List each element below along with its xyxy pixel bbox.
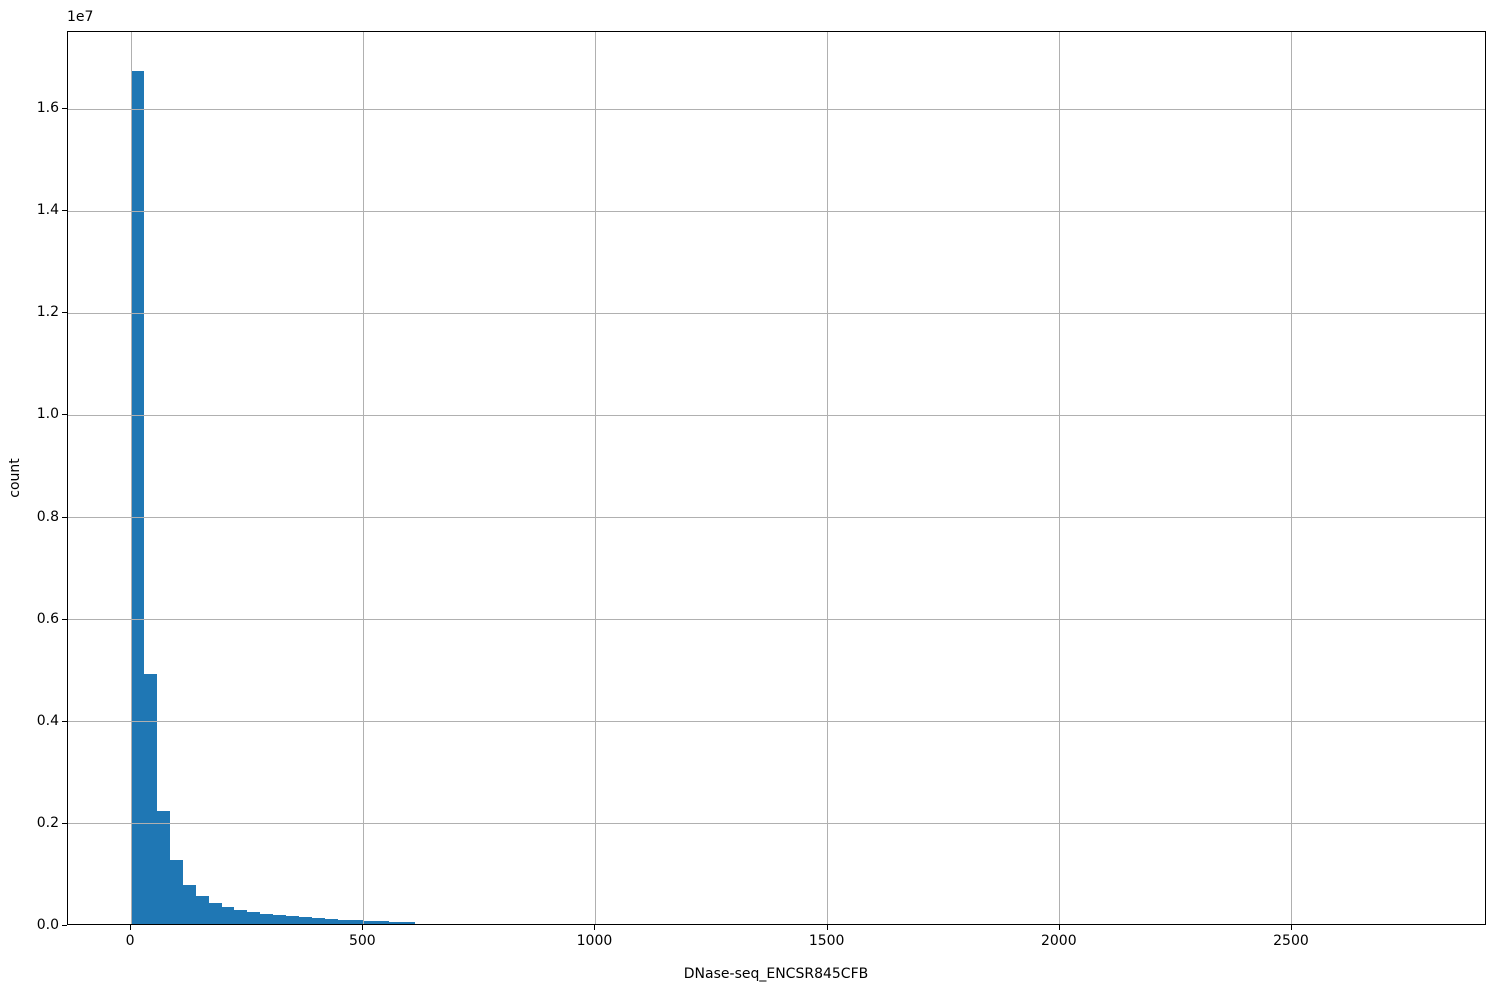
y-tick-label: 0.4 xyxy=(36,712,59,729)
histogram-bar xyxy=(376,921,390,924)
histogram-bar xyxy=(402,922,416,924)
y-tick-mark xyxy=(62,516,67,518)
x-gridline xyxy=(362,32,364,924)
histogram-bar xyxy=(208,903,222,924)
y-tick-label: 0.0 xyxy=(36,917,59,933)
x-tick-label: 1500 xyxy=(808,933,845,949)
y-gridline xyxy=(68,210,1485,212)
histogram-bar xyxy=(311,917,325,924)
y-tick-label: 0.6 xyxy=(36,610,59,627)
y-gridline xyxy=(68,823,1485,825)
y-tick-mark xyxy=(62,822,67,824)
y-tick-label: 0.2 xyxy=(36,814,59,831)
y-tick-label: 1.0 xyxy=(36,406,59,423)
x-tick-mark xyxy=(594,925,596,930)
histogram-bar xyxy=(221,907,235,924)
histogram-bar xyxy=(298,917,312,924)
y-tick-label: 1.2 xyxy=(36,304,59,321)
y-gridline xyxy=(68,312,1485,314)
histogram-bar xyxy=(156,811,170,924)
y-axis-title: count xyxy=(7,458,23,498)
x-axis-title: DNase-seq_ENCSR845CFB xyxy=(683,966,869,982)
y-tick-label: 1.6 xyxy=(36,100,59,116)
y-tick-mark xyxy=(62,925,67,926)
histogram-bar xyxy=(195,895,209,924)
histogram-bar xyxy=(247,912,261,924)
x-tick-mark xyxy=(130,925,132,930)
y-axis-offset-label: 1e7 xyxy=(67,9,94,25)
histogram-bar xyxy=(131,71,145,924)
x-gridline xyxy=(827,32,829,924)
histogram-bar xyxy=(169,860,183,924)
y-gridline xyxy=(68,517,1485,518)
x-gridline xyxy=(1059,32,1061,924)
histogram-bar xyxy=(363,920,377,924)
histogram-bar xyxy=(273,915,287,924)
x-tick-mark xyxy=(1058,925,1060,930)
histogram-bar xyxy=(182,884,196,924)
histogram-bar xyxy=(337,919,351,924)
histogram-bar xyxy=(144,673,157,924)
histogram-bar xyxy=(389,921,403,924)
y-tick-mark xyxy=(62,414,67,416)
histogram-bar xyxy=(234,910,248,924)
x-tick-mark xyxy=(826,925,828,930)
histogram-bar xyxy=(324,918,338,924)
y-tick-mark xyxy=(62,108,67,109)
y-tick-label: 1.4 xyxy=(36,202,59,219)
x-tick-mark xyxy=(362,925,364,930)
y-gridline xyxy=(68,414,1485,416)
x-gridline xyxy=(1291,32,1293,924)
x-tick-label: 1000 xyxy=(576,933,613,949)
y-tick-mark xyxy=(62,618,67,620)
y-tick-mark xyxy=(62,210,67,212)
plot-area xyxy=(67,31,1486,925)
x-tick-label: 500 xyxy=(348,933,376,949)
histogram-bar xyxy=(286,916,299,924)
x-tick-mark xyxy=(1290,925,1292,930)
histogram-bar xyxy=(350,920,364,924)
histogram-bar xyxy=(260,913,274,924)
y-gridline xyxy=(68,619,1485,621)
y-tick-mark xyxy=(62,720,67,722)
y-gridline xyxy=(68,721,1485,723)
x-tick-label: 2500 xyxy=(1273,933,1309,949)
x-gridline xyxy=(594,32,596,924)
y-tick-mark xyxy=(62,312,67,314)
x-tick-label: 0 xyxy=(125,933,135,949)
y-tick-label: 0.8 xyxy=(36,508,59,525)
x-gridline xyxy=(130,32,132,924)
x-tick-label: 2000 xyxy=(1040,933,1077,949)
y-gridline xyxy=(68,108,1485,110)
